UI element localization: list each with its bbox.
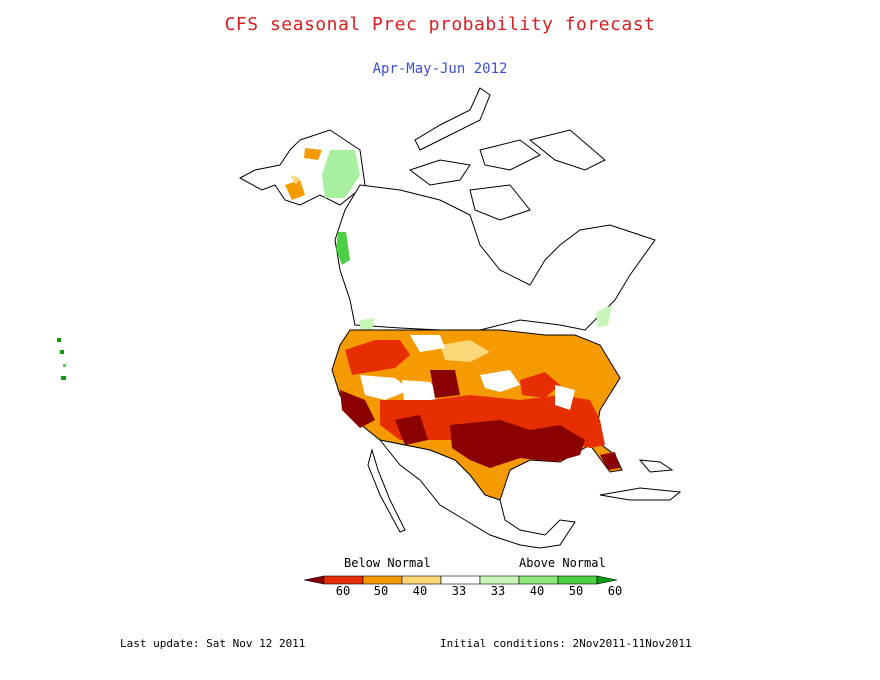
- legend-tick-2: 50: [373, 584, 389, 598]
- legend-tick-1: 60: [335, 584, 351, 598]
- mexico: [367, 439, 576, 549]
- legend-tick-8: 60: [607, 584, 623, 598]
- legend-tick-6: 40: [529, 584, 545, 598]
- caribbean: [599, 459, 682, 501]
- chart-subtitle: Apr-May-Jun 2012: [372, 61, 508, 77]
- legend-swatch-7: [557, 575, 598, 585]
- legend-swatch-6: [518, 575, 559, 585]
- legend-swatch-4: [440, 575, 481, 585]
- legend-above-label: Above Normal: [519, 556, 606, 570]
- legend-tick-4: 33: [451, 584, 467, 598]
- legend-tick-5: 33: [490, 584, 506, 598]
- hawaii: [57, 338, 66, 380]
- conus: [331, 329, 623, 501]
- legend-swatch-1: [323, 575, 364, 585]
- legend-tick-3: 40: [412, 584, 428, 598]
- chart-title: CFS seasonal Prec probability forecast: [224, 14, 656, 35]
- canada: [334, 184, 656, 331]
- legend-arrow-right: [596, 575, 618, 585]
- initial-conditions-text: Initial conditions: 2Nov2011-11Nov2011: [440, 637, 692, 650]
- legend-swatch-5: [479, 575, 520, 585]
- arctic-islands: [408, 87, 606, 221]
- legend-arrow-left: [303, 575, 325, 585]
- legend-below-label: Below Normal: [344, 556, 431, 570]
- last-update-text: Last update: Sat Nov 12 2011: [120, 637, 306, 650]
- legend-tick-7: 50: [568, 584, 584, 598]
- alaska: [238, 129, 366, 206]
- legend-colorbar: [303, 575, 618, 585]
- legend-swatch-2: [362, 575, 403, 585]
- legend-swatch-3: [401, 575, 442, 585]
